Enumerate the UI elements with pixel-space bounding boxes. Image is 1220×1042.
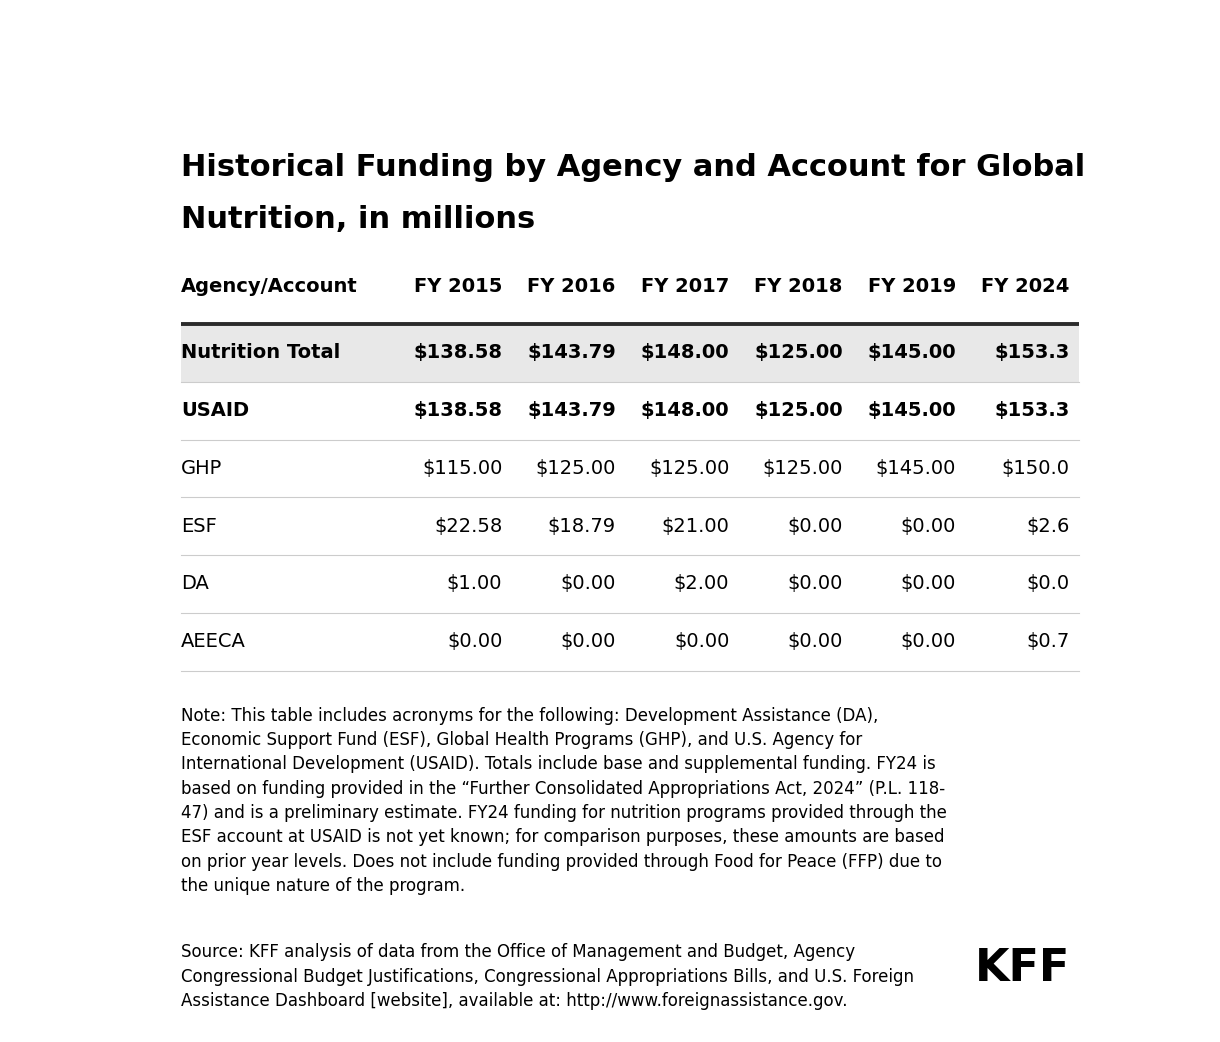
Text: $0.00: $0.00 — [673, 632, 730, 651]
Text: $125.00: $125.00 — [762, 458, 843, 478]
Text: $0.00: $0.00 — [900, 632, 956, 651]
Text: $138.58: $138.58 — [414, 401, 503, 420]
Text: $150.0: $150.0 — [1002, 458, 1070, 478]
Text: Source: KFF analysis of data from the Office of Management and Budget, Agency
Co: Source: KFF analysis of data from the Of… — [181, 943, 914, 1010]
Text: $125.00: $125.00 — [649, 458, 730, 478]
Text: FY 2019: FY 2019 — [867, 277, 956, 297]
Text: $138.58: $138.58 — [414, 344, 503, 363]
Text: Historical Funding by Agency and Account for Global: Historical Funding by Agency and Account… — [181, 153, 1085, 182]
Text: $0.00: $0.00 — [560, 574, 616, 594]
Text: $125.00: $125.00 — [754, 401, 843, 420]
Text: $145.00: $145.00 — [867, 401, 956, 420]
Text: $125.00: $125.00 — [754, 344, 843, 363]
Text: FY 2018: FY 2018 — [754, 277, 843, 297]
Text: $0.00: $0.00 — [447, 632, 503, 651]
Text: $143.79: $143.79 — [527, 344, 616, 363]
Text: ESF: ESF — [181, 517, 217, 536]
Text: $145.00: $145.00 — [876, 458, 956, 478]
Text: USAID: USAID — [181, 401, 249, 420]
Text: $125.00: $125.00 — [536, 458, 616, 478]
Text: Nutrition, in millions: Nutrition, in millions — [181, 205, 536, 234]
Text: $18.79: $18.79 — [548, 517, 616, 536]
Text: Agency/Account: Agency/Account — [181, 277, 357, 297]
Text: $2.00: $2.00 — [673, 574, 730, 594]
Text: $0.00: $0.00 — [900, 517, 956, 536]
Text: $1.00: $1.00 — [447, 574, 503, 594]
Text: FY 2016: FY 2016 — [527, 277, 616, 297]
Text: $115.00: $115.00 — [422, 458, 503, 478]
Text: $0.00: $0.00 — [787, 632, 843, 651]
Text: $0.7: $0.7 — [1026, 632, 1070, 651]
Text: KFF: KFF — [975, 947, 1070, 991]
Text: $148.00: $148.00 — [640, 401, 730, 420]
Text: FY 2015: FY 2015 — [414, 277, 503, 297]
Text: $153.3: $153.3 — [994, 401, 1070, 420]
Text: $0.0: $0.0 — [1026, 574, 1070, 594]
Text: $148.00: $148.00 — [640, 344, 730, 363]
Text: FY 2017: FY 2017 — [640, 277, 730, 297]
Text: $21.00: $21.00 — [661, 517, 730, 536]
Text: GHP: GHP — [181, 458, 222, 478]
Text: Nutrition Total: Nutrition Total — [181, 344, 340, 363]
Text: FY 2024: FY 2024 — [981, 277, 1070, 297]
Text: AEECA: AEECA — [181, 632, 245, 651]
Text: $22.58: $22.58 — [434, 517, 503, 536]
Text: DA: DA — [181, 574, 209, 594]
Text: $143.79: $143.79 — [527, 401, 616, 420]
Text: $145.00: $145.00 — [867, 344, 956, 363]
Text: $153.3: $153.3 — [994, 344, 1070, 363]
Text: $0.00: $0.00 — [787, 574, 843, 594]
Bar — [181, 324, 1078, 381]
Text: $0.00: $0.00 — [560, 632, 616, 651]
Text: $0.00: $0.00 — [900, 574, 956, 594]
Text: $2.6: $2.6 — [1026, 517, 1070, 536]
Text: Note: This table includes acronyms for the following: Development Assistance (DA: Note: This table includes acronyms for t… — [181, 706, 947, 895]
Text: $0.00: $0.00 — [787, 517, 843, 536]
